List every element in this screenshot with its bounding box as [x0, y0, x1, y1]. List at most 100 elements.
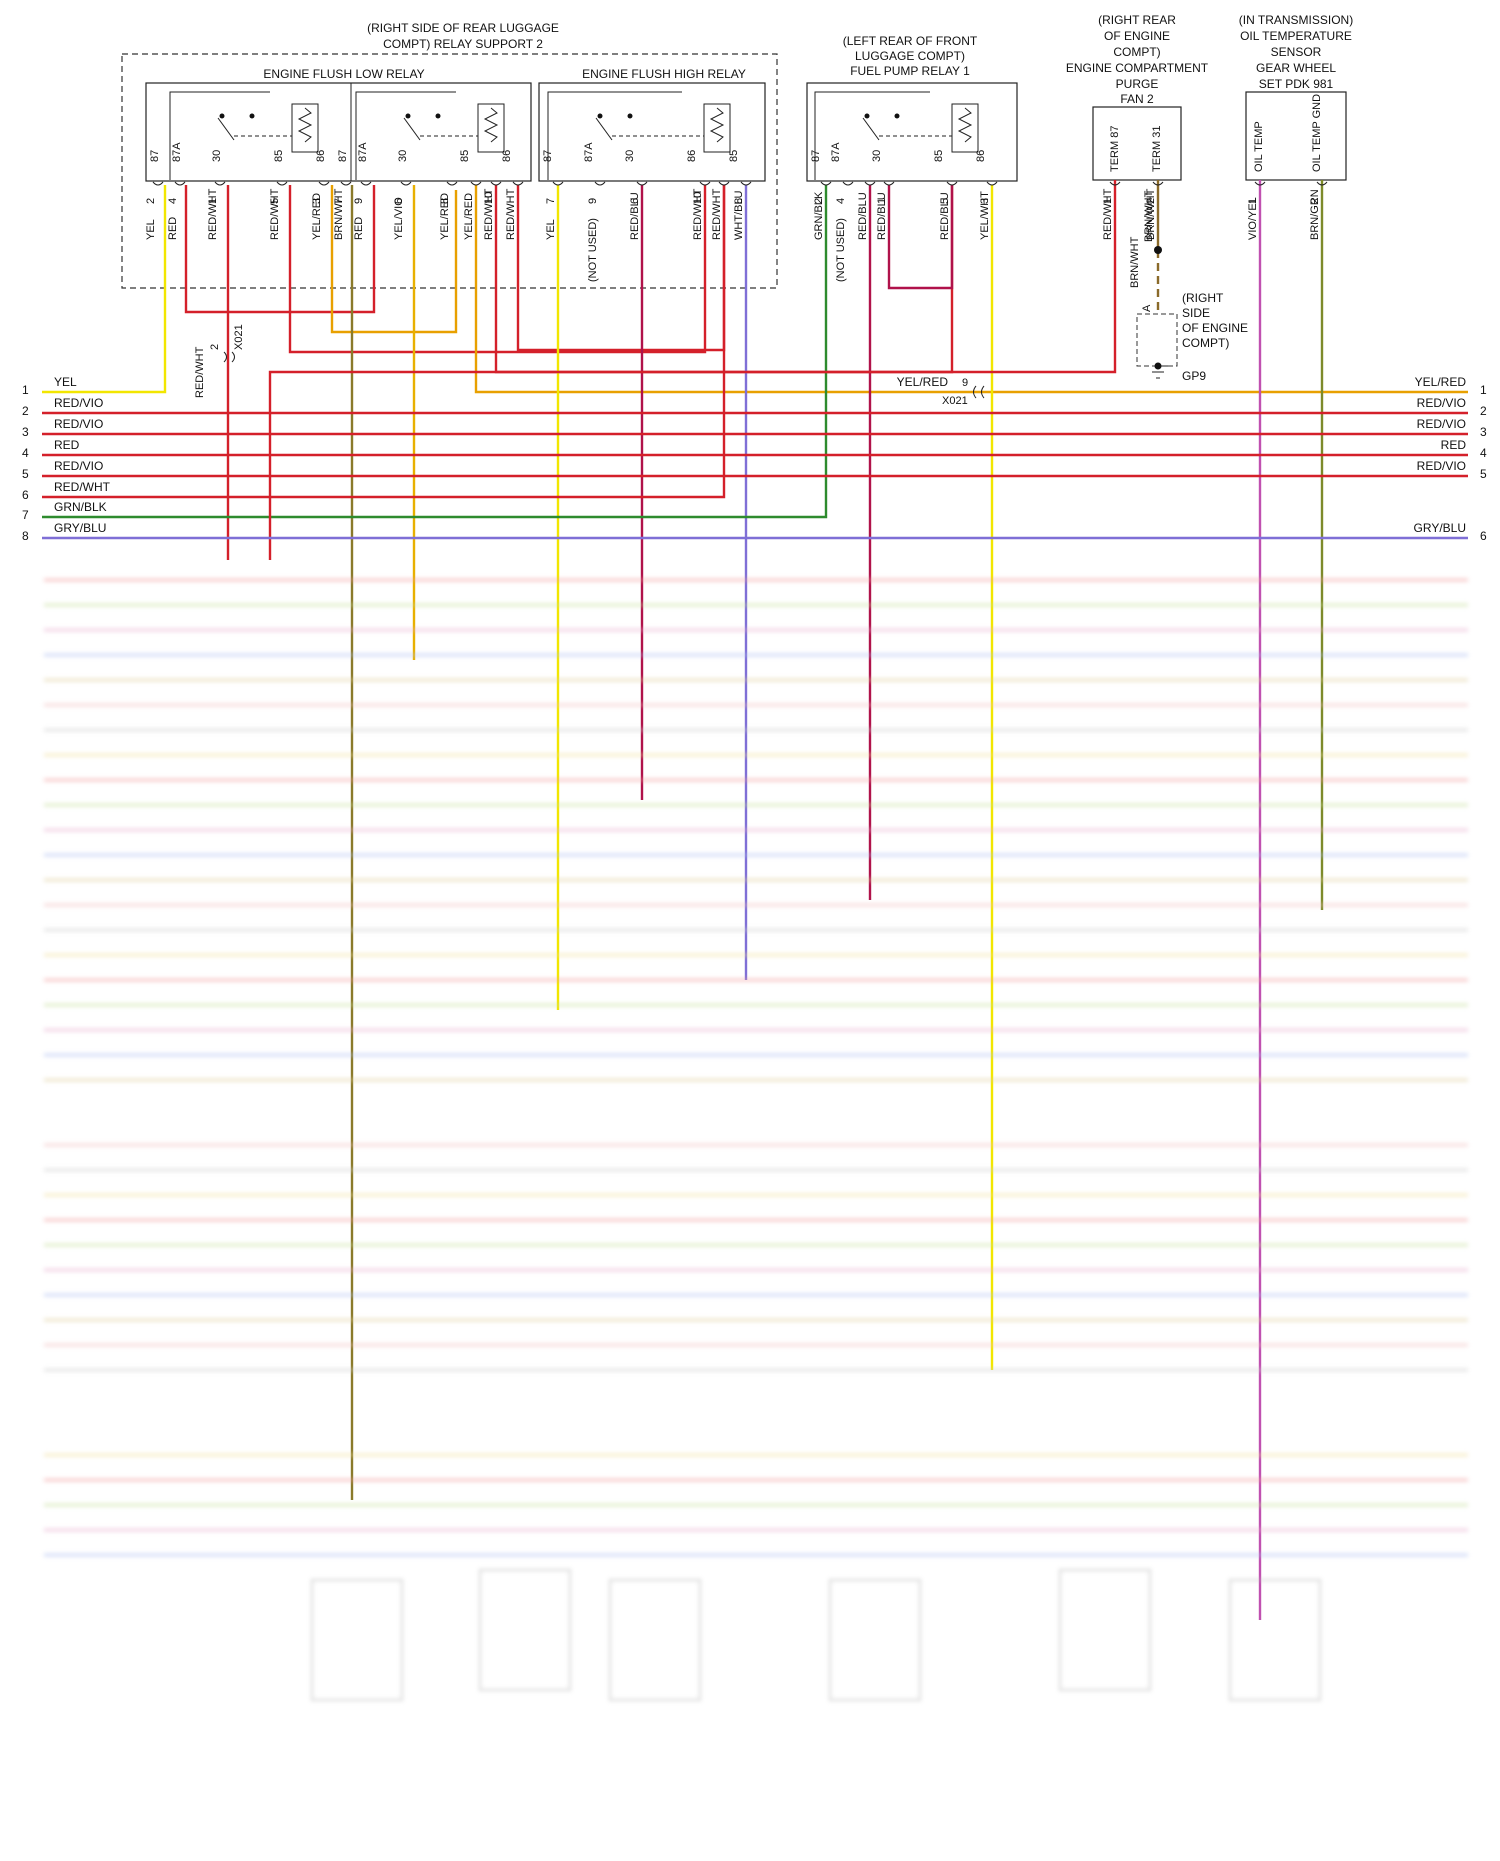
bus-left-label-4: RED	[54, 438, 80, 452]
relay-coil-zigzag	[957, 107, 973, 143]
pin-socket	[946, 181, 958, 186]
ground-lower-wire: BRN/WHT	[1143, 190, 1155, 242]
pin-socket	[276, 181, 288, 186]
low-a-term-87a: 87A	[171, 142, 183, 162]
bus-left-num-5: 5	[22, 467, 29, 481]
pin-number: 2	[1309, 198, 1321, 204]
relay-contact-line	[355, 91, 456, 180]
relay-switch-arm	[595, 117, 613, 141]
blurred-component	[311, 1579, 403, 1701]
relay-support-outline	[121, 53, 778, 289]
purge-fan-line-1: (RIGHT REAR	[1098, 13, 1176, 27]
bus-right-num-5: 5	[1480, 467, 1487, 481]
relay-contact-dot	[597, 113, 603, 119]
engine-flush-low-relay-title: ENGINE FLUSH LOW RELAY	[263, 67, 424, 81]
pin-wire-color: YEL/WHT	[979, 191, 991, 240]
relay-coil	[703, 103, 731, 153]
bus-left-label-6: RED/WHT	[54, 480, 111, 494]
relay-coil	[477, 103, 505, 153]
bus-right-label-3: RED/VIO	[1417, 417, 1466, 431]
pin-socket	[318, 181, 330, 186]
pin-socket	[1254, 181, 1266, 186]
pin-wire-color: WHT/BLU	[733, 190, 745, 240]
blurred-component	[479, 1569, 571, 1691]
pin-number: 3	[311, 198, 323, 204]
relay-contact-line	[169, 91, 270, 180]
fuel-pump-line-1: (LEFT REAR OF FRONT	[843, 34, 978, 48]
bus-lines	[42, 411, 1468, 540]
low-a-term-30: 30	[211, 150, 223, 162]
pin-wire-color: (NOT USED)	[835, 218, 847, 282]
pin-wire-color: YEL/RED	[439, 193, 451, 240]
bus-right-num-2: 2	[1480, 404, 1487, 418]
pin-wire-color: BRN/WHT	[333, 188, 345, 240]
oil-sensor-header: (IN TRANSMISSION) OIL TEMPERATURE SENSOR…	[1239, 13, 1353, 91]
pin-socket	[1316, 181, 1328, 186]
x021-upper-symbol	[223, 351, 235, 363]
relay-terminals: 87 87A 30 85 86 87 87A 30 85 86 87 87A 3…	[149, 94, 1323, 172]
ground-name: GP9	[1182, 369, 1206, 383]
high-term-85: 85	[728, 150, 740, 162]
relay-switch-arm	[403, 117, 421, 141]
relay-contact-dot	[894, 113, 900, 119]
relay-coil-zigzag	[483, 107, 499, 143]
pin-socket	[883, 181, 895, 186]
x021-upper-name: X021	[233, 324, 245, 350]
relay-coil-zigzag	[709, 107, 725, 143]
x021-mid-wire: YEL/RED	[897, 375, 949, 389]
pin-socket	[360, 181, 372, 186]
pin-socket	[842, 181, 854, 186]
pin-number: 5	[269, 198, 281, 204]
connector-x021-mid: 9 X021 YEL/RED	[897, 375, 985, 407]
bus-right-label-4: RED	[1441, 438, 1467, 452]
sensor-term-oil-temp-gnd: OIL TEMP GND	[1311, 94, 1323, 172]
blurred-component	[1059, 1569, 1151, 1691]
purge-fan-header: (RIGHT REAR OF ENGINE COMPT) ENGINE COMP…	[1066, 13, 1209, 106]
relay-switch-arm	[217, 117, 235, 141]
fuel-term-87: 87	[810, 150, 822, 162]
ground-upper-wire: BRN/WHT	[1129, 236, 1141, 288]
oil-sensor-line-5: SET PDK 981	[1259, 77, 1334, 91]
lower-diagram-blurred	[44, 578, 1468, 1701]
low-a-term-87: 87	[149, 150, 161, 162]
relay-internals	[169, 91, 979, 180]
pin-wire-color: RED/BLU	[876, 192, 888, 240]
relay-contact-dot	[249, 113, 255, 119]
pin-number: 4	[835, 198, 847, 204]
bus-left-num-4: 4	[22, 446, 29, 460]
pin-socket	[1109, 181, 1121, 186]
fuel-pump-header: (LEFT REAR OF FRONT LUGGAGE COMPT) FUEL …	[843, 34, 978, 78]
pin-socket	[214, 181, 226, 186]
pin-number: 2	[145, 198, 157, 204]
pin-wire-color: (NOT USED)	[587, 218, 599, 282]
relay-contact-dot	[405, 113, 411, 119]
pin-wire-color: YEL	[545, 219, 557, 240]
low-a-term-86: 86	[315, 150, 327, 162]
fuel-term-87a: 87A	[830, 142, 842, 162]
pin-wire-color: RED	[167, 217, 179, 240]
ground-gp9: BRN/WHT BRN/WHT A (RIGHT SIDE OF ENGINE …	[1129, 190, 1248, 383]
blurred-component	[1229, 1579, 1321, 1701]
purge-fan-line-4: ENGINE COMPARTMENT	[1066, 61, 1209, 75]
relay-contact-line	[547, 91, 682, 180]
pin-socket	[152, 181, 164, 186]
relay-coil	[291, 103, 319, 153]
purge-fan-line-2: OF ENGINE	[1104, 29, 1170, 43]
ground-loc-2: SIDE	[1182, 306, 1210, 320]
oil-sensor-line-1: (IN TRANSMISSION)	[1239, 13, 1353, 27]
pin-number: 8	[733, 198, 745, 204]
oil-sensor-line-3: SENSOR	[1271, 45, 1322, 59]
bus-left-num-8: 8	[22, 529, 29, 543]
pin-socket	[1152, 181, 1164, 186]
pin-socket	[820, 181, 832, 186]
pin-socket	[552, 181, 564, 186]
pin-socket	[864, 181, 876, 186]
pin-wire-color: RED	[353, 217, 365, 240]
pin-number: 10	[692, 192, 704, 204]
relay-contact-dot	[219, 113, 225, 119]
pin-socket	[470, 181, 482, 186]
fuel-term-85: 85	[933, 150, 945, 162]
ground-loc-3: OF ENGINE	[1182, 321, 1248, 335]
pin-socket	[699, 181, 711, 186]
